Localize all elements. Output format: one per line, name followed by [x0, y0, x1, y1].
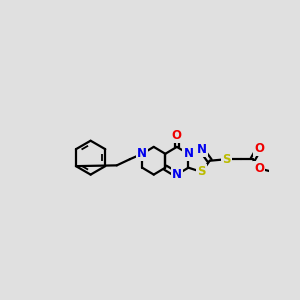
Text: S: S [222, 153, 231, 166]
Text: N: N [196, 143, 207, 156]
Text: O: O [254, 162, 264, 175]
Text: S: S [197, 166, 206, 178]
Text: N: N [137, 147, 147, 160]
Text: N: N [172, 168, 182, 181]
Text: O: O [172, 129, 182, 142]
Text: O: O [254, 142, 264, 155]
Text: N: N [183, 147, 194, 160]
